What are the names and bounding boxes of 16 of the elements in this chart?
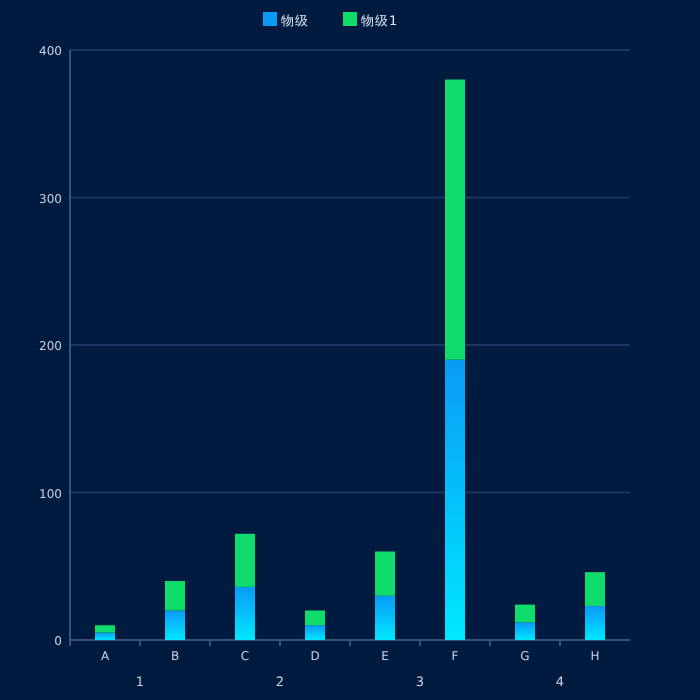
bar xyxy=(305,610,325,626)
bar xyxy=(515,622,535,640)
bar xyxy=(95,632,115,640)
bar xyxy=(515,604,535,623)
bar xyxy=(165,581,185,611)
bar xyxy=(375,595,395,640)
bar xyxy=(375,551,395,596)
bar xyxy=(235,586,255,640)
bar xyxy=(305,625,325,640)
bar xyxy=(585,606,605,640)
bar xyxy=(95,625,115,633)
bar xyxy=(235,533,255,587)
bar xyxy=(445,79,465,360)
bar xyxy=(585,572,605,607)
bar xyxy=(445,359,465,640)
bar xyxy=(165,610,185,640)
